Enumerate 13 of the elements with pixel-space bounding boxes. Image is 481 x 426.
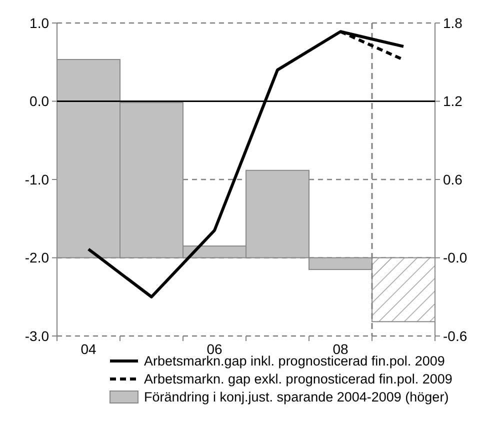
y2-tick-label: 1.8 (443, 14, 463, 31)
y2-tick-label: -0.0 (443, 250, 468, 266)
y-tick-label: -2.0 (24, 250, 50, 266)
y2-tick-label: -0.6 (443, 328, 468, 344)
y-tick-label: 0.0 (30, 93, 50, 110)
x-tick-label: 04 (80, 341, 96, 357)
y-tick-label: -1.0 (24, 171, 50, 188)
y2-tick-label: 1.2 (443, 93, 463, 110)
y-tick-label: 1.0 (30, 14, 50, 31)
y2-tick-label: 0.6 (443, 171, 463, 188)
legend-label: Arbetsmarkn. gap exkl. prognosticerad fin.pol. 2009 (144, 372, 452, 387)
legend-label: Förändring i konj.just. sparande 2004-2009 (höger) (144, 390, 449, 405)
y-tick-label: -3.0 (24, 328, 50, 344)
